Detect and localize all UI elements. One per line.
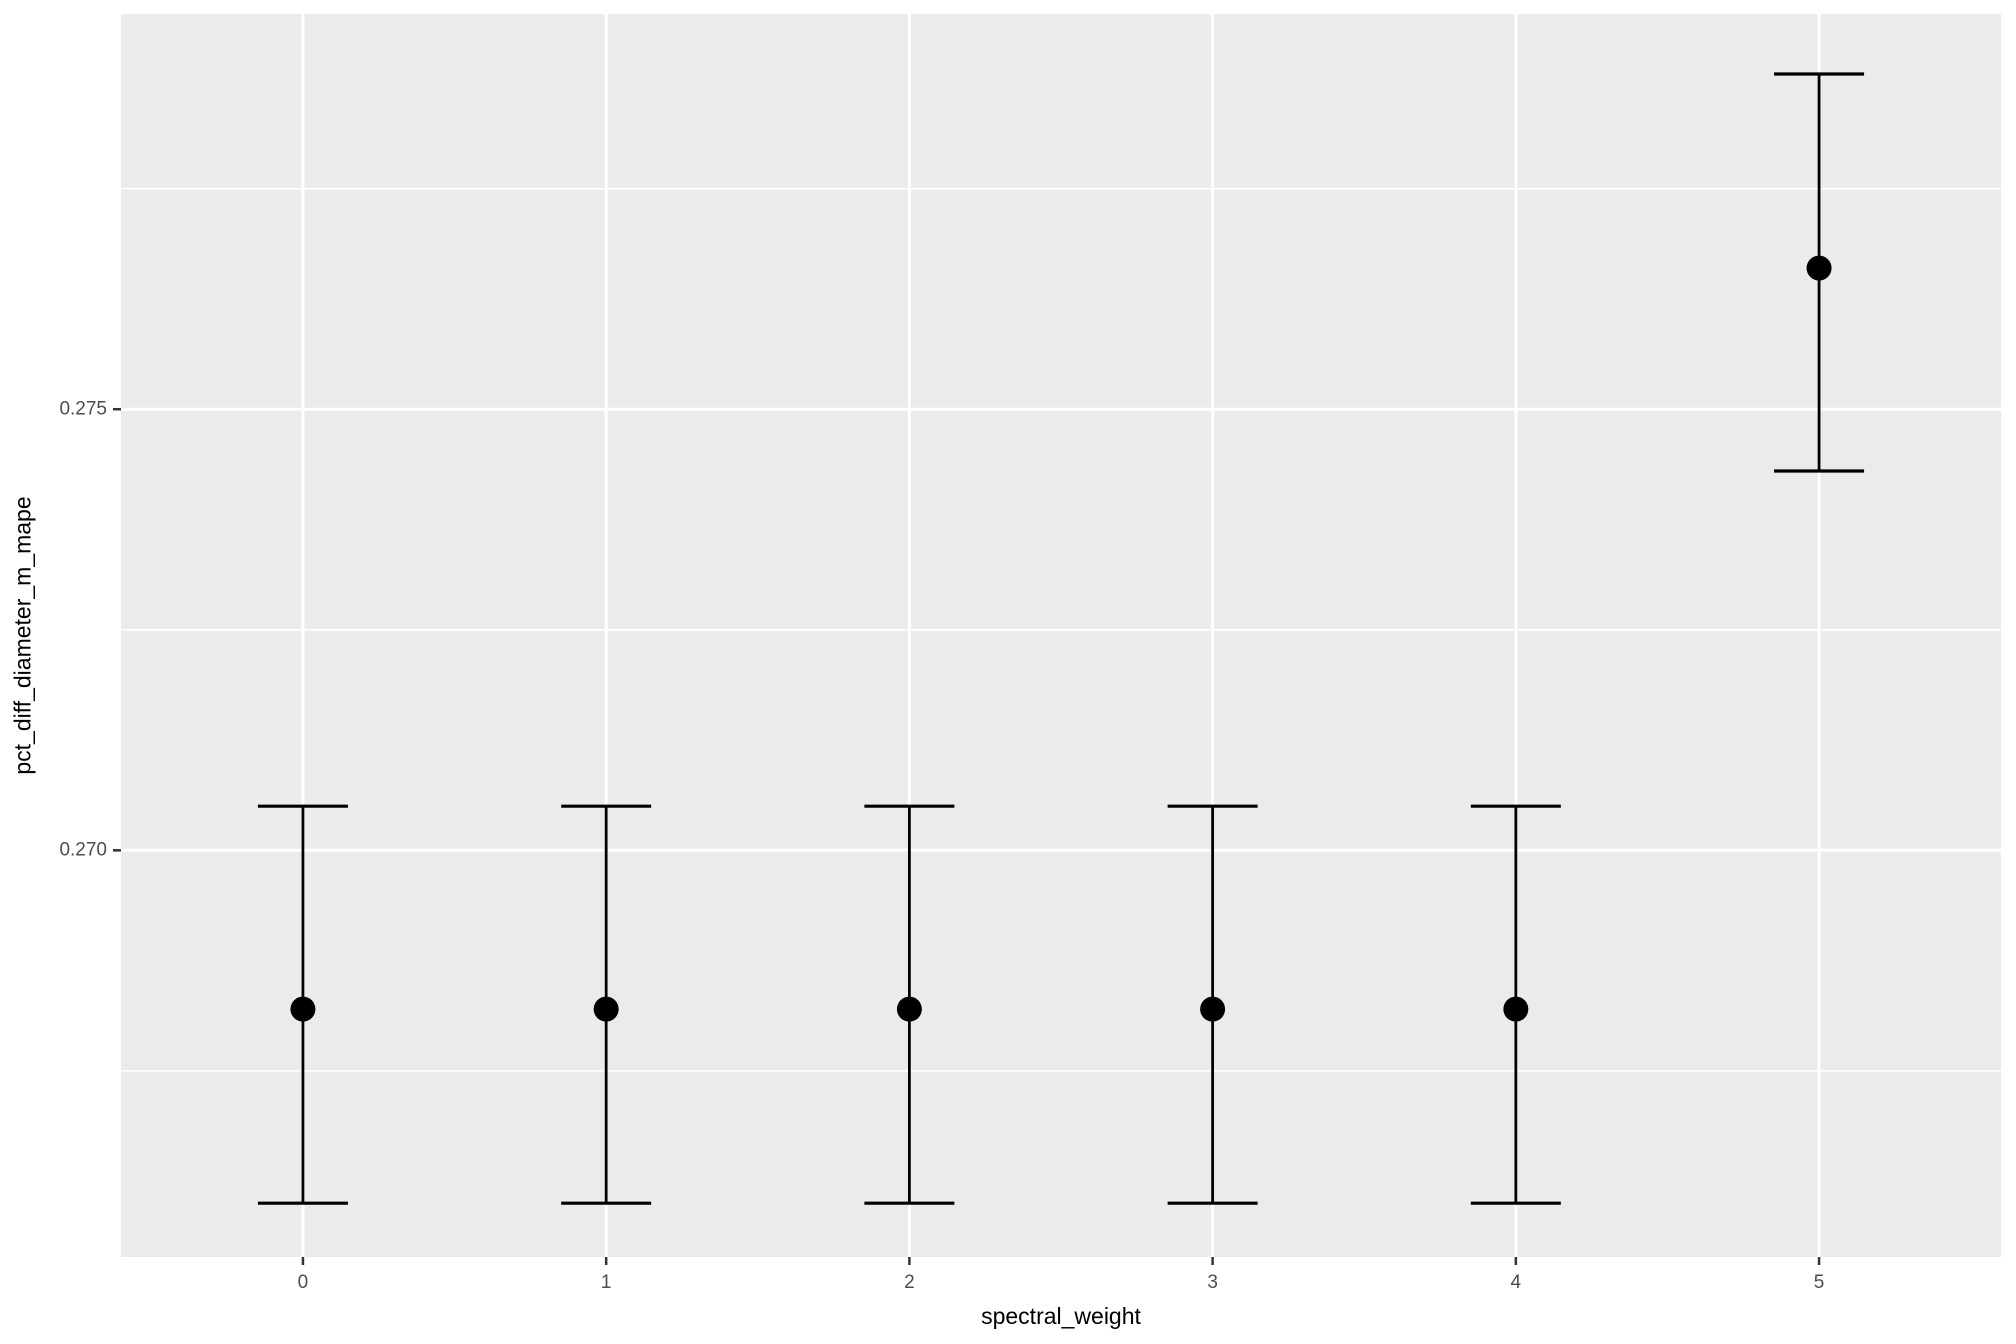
data-point (896, 996, 922, 1022)
y-tick-label: 0.275 (59, 398, 107, 420)
data-point (593, 996, 619, 1022)
panel-background (121, 14, 2001, 1257)
data-point (1200, 996, 1226, 1022)
x-tick-label: 1 (600, 1272, 612, 1293)
x-tick-label: 4 (1510, 1272, 1522, 1293)
y-axis-title: pct_diff_diameter_m_mape (0, 14, 46, 1257)
data-point (290, 996, 316, 1022)
x-tick-label: 2 (904, 1272, 915, 1293)
y-tick-label: 0.270 (59, 839, 107, 861)
x-axis-title: spectral_weight (981, 1303, 1141, 1329)
x-tick-label: 5 (1813, 1272, 1825, 1293)
data-point (1806, 255, 1832, 281)
x-tick-label: 3 (1207, 1272, 1218, 1293)
y-axis-title-text: pct_diff_diameter_m_mape (9, 496, 36, 775)
x-tick-label: 0 (297, 1272, 309, 1293)
data-point (1503, 996, 1529, 1022)
